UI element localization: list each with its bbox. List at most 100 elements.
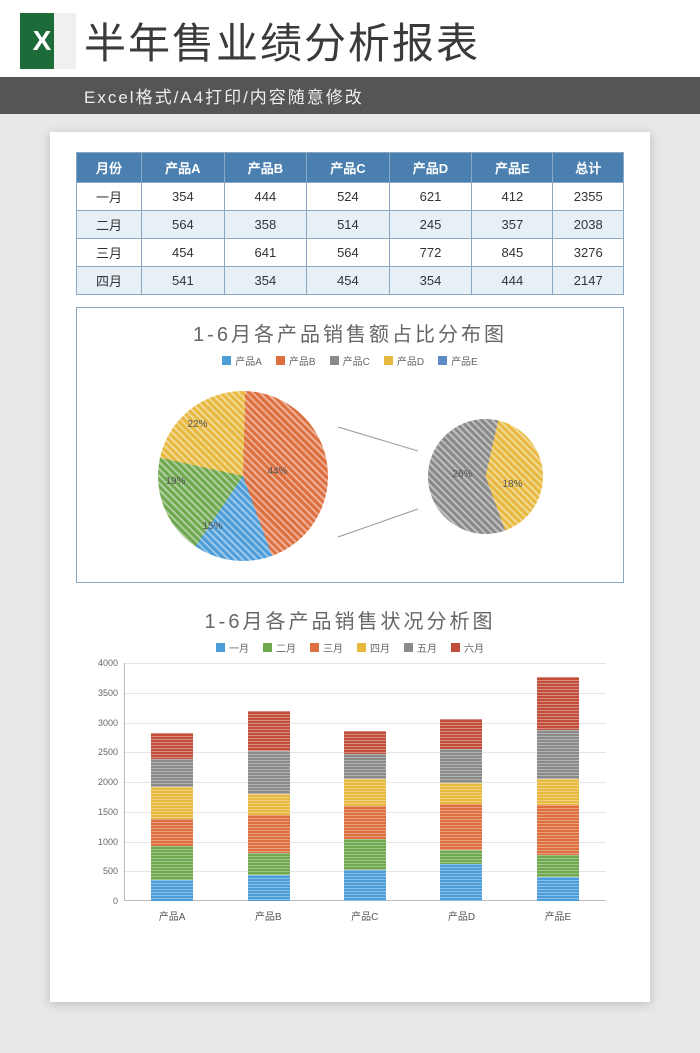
table-cell: 454 — [307, 267, 390, 295]
legend-item: 六月 — [451, 640, 484, 655]
header-band: X 半年售业绩分析报表 — [0, 0, 700, 77]
legend-label: 六月 — [464, 640, 484, 655]
legend-swatch — [357, 643, 366, 652]
bar-segment — [248, 711, 290, 751]
bar-segment — [151, 787, 193, 819]
table-cell: 772 — [389, 239, 472, 267]
legend-item: 产品D — [384, 353, 424, 368]
table-header-cell: 总计 — [553, 153, 624, 183]
bar-column — [151, 733, 193, 901]
legend-item: 产品C — [330, 353, 370, 368]
sub-pie: 26% 18% — [428, 419, 543, 534]
legend-item: 产品E — [438, 353, 478, 368]
legend-label: 五月 — [417, 640, 437, 655]
legend-label: 产品B — [289, 353, 316, 368]
table-row: 二月5643585142453572038 — [77, 211, 624, 239]
table-cell: 3276 — [553, 239, 624, 267]
legend-swatch — [263, 643, 272, 652]
pie-slice-label: 19% — [166, 476, 186, 487]
legend-label: 四月 — [370, 640, 390, 655]
table-cell: 2038 — [553, 211, 624, 239]
legend-swatch — [404, 643, 413, 652]
y-tick-label: 500 — [103, 866, 118, 876]
table-cell: 564 — [142, 211, 225, 239]
legend-swatch — [216, 643, 225, 652]
bar-segment — [344, 754, 386, 779]
table-cell: 一月 — [77, 183, 142, 211]
pie-slice-label: 26% — [453, 469, 473, 480]
legend-swatch — [310, 643, 319, 652]
legend-item: 产品A — [222, 353, 262, 368]
pie-hatch-overlay — [428, 419, 543, 534]
table-cell: 524 — [307, 183, 390, 211]
bar-segment — [344, 731, 386, 754]
subtitle-band: Excel格式/A4打印/内容随意修改 — [0, 77, 700, 114]
pie-slice-label: 15% — [203, 521, 223, 532]
header-row: X 半年售业绩分析报表 — [0, 10, 700, 71]
legend-label: 产品D — [397, 353, 424, 368]
bar-segment — [440, 783, 482, 804]
bar-column — [344, 731, 386, 901]
sales-table: 月份产品A产品B产品C产品D产品E总计 一月354444524621412235… — [76, 152, 624, 295]
bar-segment — [248, 853, 290, 874]
table-header-cell: 月份 — [77, 153, 142, 183]
legend-item: 一月 — [216, 640, 249, 655]
page-wrap: 月份产品A产品B产品C产品D产品E总计 一月354444524621412235… — [0, 114, 700, 1020]
table-cell: 2355 — [553, 183, 624, 211]
bar-segment — [440, 749, 482, 782]
y-tick-label: 2000 — [98, 777, 118, 787]
legend-label: 产品A — [235, 353, 262, 368]
table-header-cell: 产品E — [472, 153, 553, 183]
x-tick-label: 产品A — [159, 908, 186, 923]
bar-segment — [151, 733, 193, 759]
table-cell: 354 — [142, 183, 225, 211]
table-row: 三月4546415647728453276 — [77, 239, 624, 267]
bar-chart-box: 1-6月各产品销售状况分析图 一月二月三月四月五月六月 050010001500… — [76, 595, 624, 929]
bar-segment — [537, 730, 579, 779]
bar-segment — [151, 846, 193, 880]
legend-item: 三月 — [310, 640, 343, 655]
bar-column — [248, 711, 290, 901]
bar-segment — [248, 751, 290, 794]
table-cell: 514 — [307, 211, 390, 239]
table-cell: 354 — [389, 267, 472, 295]
table-cell: 454 — [142, 239, 225, 267]
table-cell: 621 — [389, 183, 472, 211]
table-cell: 541 — [142, 267, 225, 295]
legend-swatch — [384, 356, 393, 365]
table-cell: 2147 — [553, 267, 624, 295]
bar-segment — [537, 779, 579, 805]
x-tick-label: 产品E — [545, 908, 572, 923]
table-cell: 354 — [224, 267, 307, 295]
pie-legend: 产品A 产品B 产品C 产品D 产品E — [85, 353, 615, 368]
bar-segment — [537, 855, 579, 876]
x-tick-label: 产品D — [448, 908, 475, 923]
bar-column — [537, 677, 579, 901]
y-tick-label: 2500 — [98, 747, 118, 757]
legend-swatch — [451, 643, 460, 652]
bar-segment — [537, 877, 579, 902]
bar-segment — [151, 880, 193, 901]
pie-connector — [338, 389, 418, 564]
legend-label: 一月 — [229, 640, 249, 655]
legend-swatch — [276, 356, 285, 365]
bar-column — [440, 719, 482, 901]
bar-segment — [248, 794, 290, 815]
y-axis: 05001000150020002500300035004000 — [84, 663, 122, 901]
bar-legend: 一月二月三月四月五月六月 — [84, 640, 616, 655]
bar-segment — [344, 806, 386, 840]
y-tick-label: 1000 — [98, 837, 118, 847]
legend-label: 产品E — [451, 353, 478, 368]
bar-segment — [537, 677, 579, 729]
table-cell: 444 — [224, 183, 307, 211]
legend-label: 产品C — [343, 353, 370, 368]
y-tick-label: 4000 — [98, 658, 118, 668]
pie-slice-label: 18% — [503, 479, 523, 490]
table-cell: 444 — [472, 267, 553, 295]
y-tick-label: 3500 — [98, 688, 118, 698]
bar-segment — [151, 759, 193, 788]
table-header-cell: 产品B — [224, 153, 307, 183]
table-cell: 412 — [472, 183, 553, 211]
bar-segment — [248, 875, 290, 901]
table-row: 四月5413544543544442147 — [77, 267, 624, 295]
